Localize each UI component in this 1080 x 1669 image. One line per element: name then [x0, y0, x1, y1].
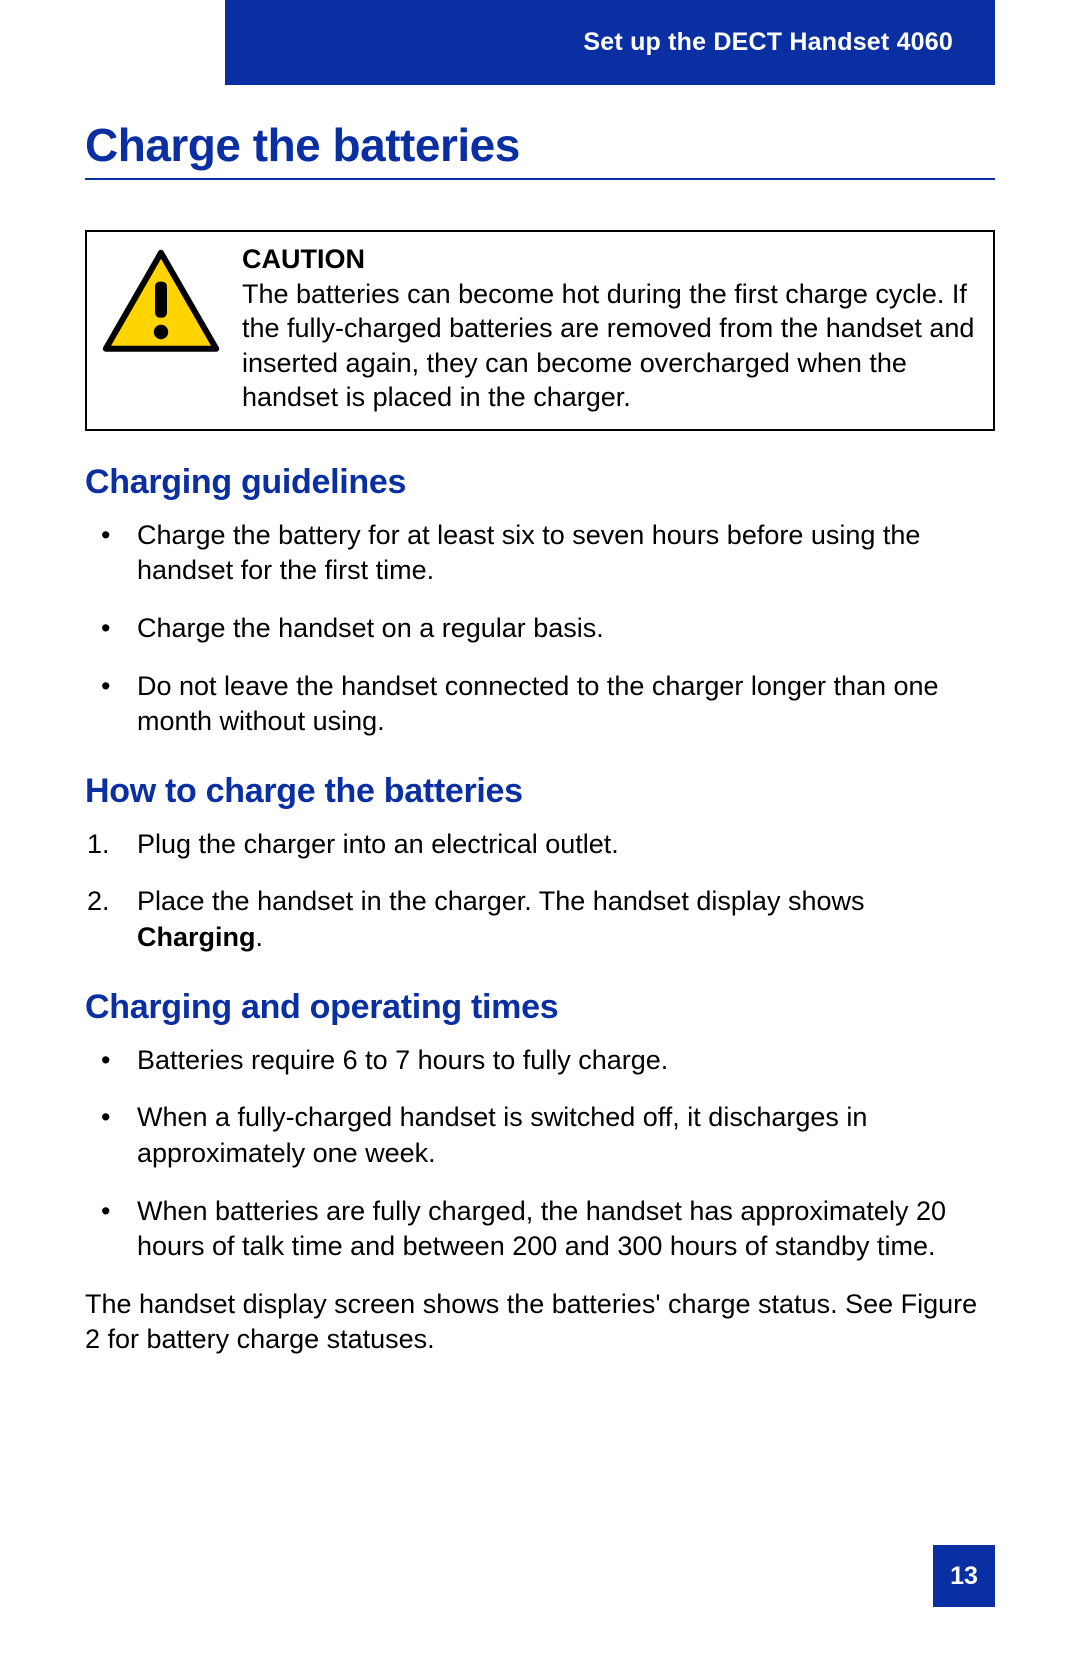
step2-bold: Charging: [137, 922, 256, 952]
times-list: Batteries require 6 to 7 hours to fully …: [85, 1043, 995, 1265]
page-number: 13: [950, 1562, 978, 1591]
caution-body: The batteries can become hot during the …: [242, 279, 974, 413]
list-item: Place the handset in the charger. The ha…: [85, 884, 995, 955]
caution-label: CAUTION: [242, 244, 365, 274]
list-item: Charge the battery for at least six to s…: [85, 518, 995, 589]
step2-pre: Place the handset in the charger. The ha…: [137, 886, 864, 916]
warning-triangle-icon: [101, 242, 236, 361]
list-item: Batteries require 6 to 7 hours to fully …: [85, 1043, 995, 1079]
list-item: When batteries are fully charged, the ha…: [85, 1194, 995, 1265]
header-tab: Set up the DECT Handset 4060: [225, 0, 995, 85]
page-content: Charge the batteries CAUTION The batteri…: [85, 100, 995, 1358]
list-item: Charge the handset on a regular basis.: [85, 611, 995, 647]
page-number-box: 13: [933, 1545, 995, 1607]
step2-post: .: [256, 922, 264, 952]
caution-box: CAUTION The batteries can become hot dur…: [85, 230, 995, 431]
caution-text-block: CAUTION The batteries can become hot dur…: [236, 242, 979, 415]
list-item: When a fully-charged handset is switched…: [85, 1100, 995, 1171]
section-heading-times: Charging and operating times: [85, 988, 995, 1027]
section-heading-guidelines: Charging guidelines: [85, 463, 995, 502]
page-title: Charge the batteries: [85, 118, 995, 180]
howto-steps: Plug the charger into an electrical outl…: [85, 827, 995, 956]
list-item: Plug the charger into an electrical outl…: [85, 827, 995, 863]
header-title: Set up the DECT Handset 4060: [583, 28, 953, 57]
guidelines-list: Charge the battery for at least six to s…: [85, 518, 995, 740]
list-item: Do not leave the handset connected to th…: [85, 669, 995, 740]
section-heading-howto: How to charge the batteries: [85, 772, 995, 811]
times-footer: The handset display screen shows the bat…: [85, 1287, 995, 1358]
